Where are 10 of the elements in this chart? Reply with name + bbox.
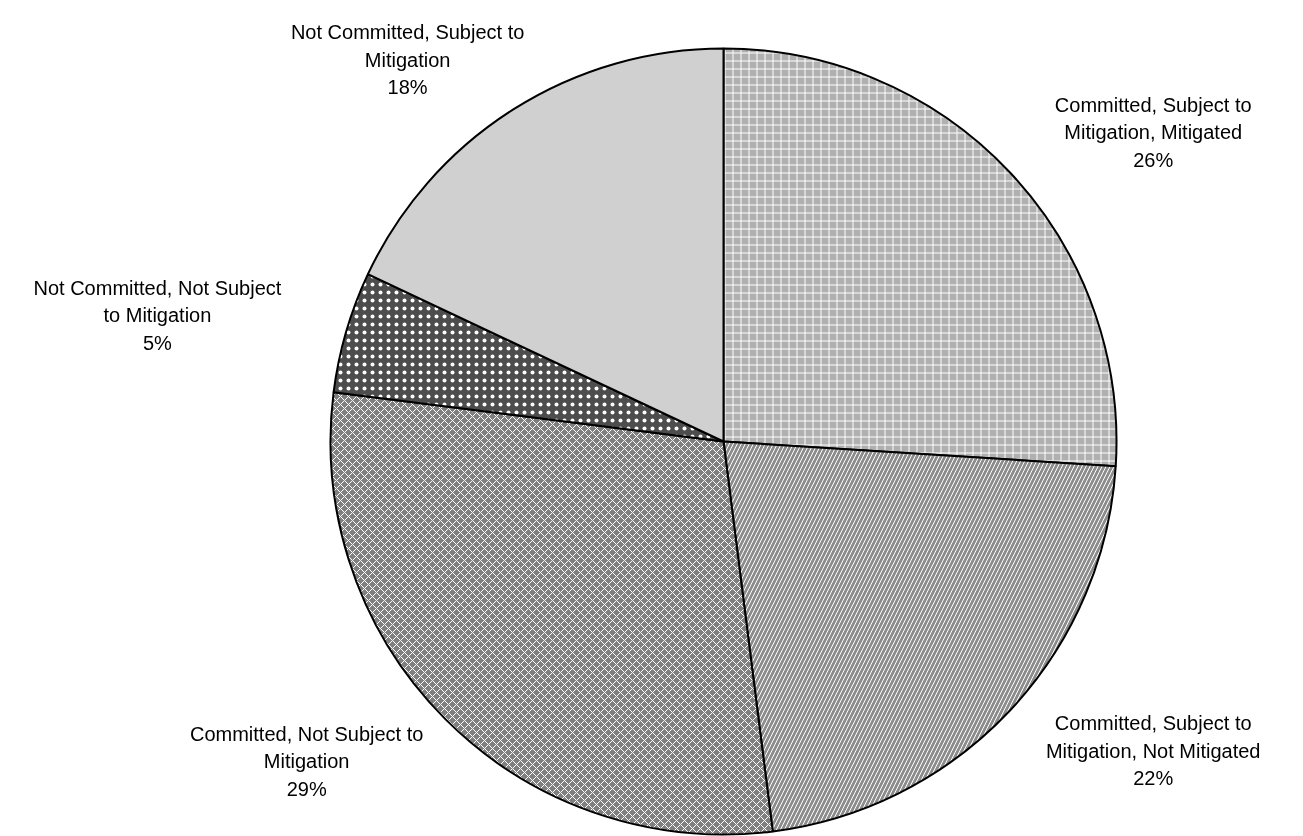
slice-label: Not Committed, Not Subject to Mitigation [33, 276, 282, 327]
slice-label: Committed, Subject to Mitigation, Mitigated [1054, 93, 1252, 144]
slice-label: Committed, Not Subject to Mitigation [189, 722, 424, 773]
slice-label: Not Committed, Subject to Mitigation [290, 21, 525, 71]
data-label: 22% [1133, 767, 1174, 790]
slice-label: Committed, Subject to Mitigation, Not Mitigated [1045, 712, 1261, 762]
data-label: 18% [387, 76, 428, 99]
data-label: 29% [286, 777, 327, 800]
data-label: 5% [142, 331, 173, 354]
data-label: 26% [1133, 148, 1174, 171]
